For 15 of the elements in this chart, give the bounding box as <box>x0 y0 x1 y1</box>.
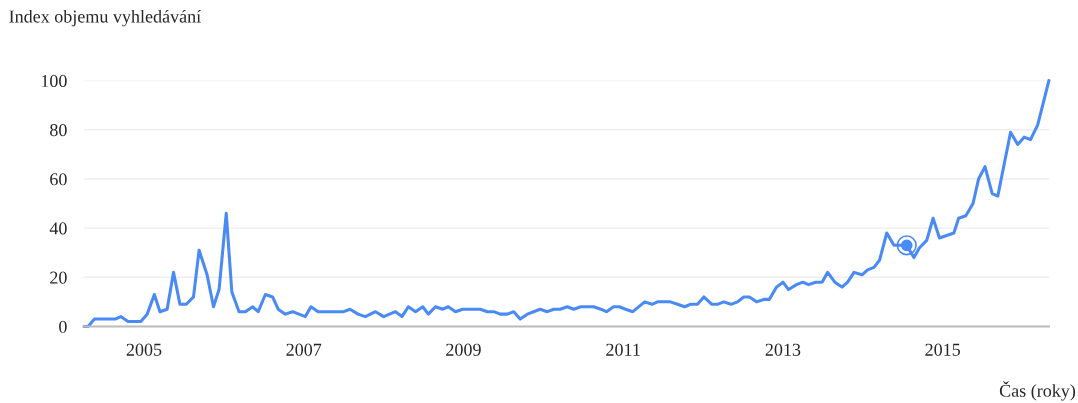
y-tick-label: 20 <box>50 271 67 284</box>
y-tick-label: 60 <box>50 173 67 186</box>
y-tick-label: 40 <box>49 222 67 235</box>
x-tick-label: 2009 <box>446 343 481 356</box>
x-tick-label: 2011 <box>606 343 640 356</box>
y-tick-label: 100 <box>41 74 67 88</box>
x-tick-label: 2005 <box>126 343 162 356</box>
x-tick-label: 2015 <box>925 343 961 356</box>
x-axis-title: Čas (roky) <box>999 381 1076 401</box>
line-series <box>82 79 1051 328</box>
y-tick-label: 0 <box>59 320 67 333</box>
x-tick-label: 2007 <box>286 343 322 356</box>
y-axis-title: Index objemu vyhledávání <box>9 9 201 27</box>
y-tick-label: 80 <box>50 124 67 137</box>
x-tick-label: 2013 <box>765 343 801 356</box>
